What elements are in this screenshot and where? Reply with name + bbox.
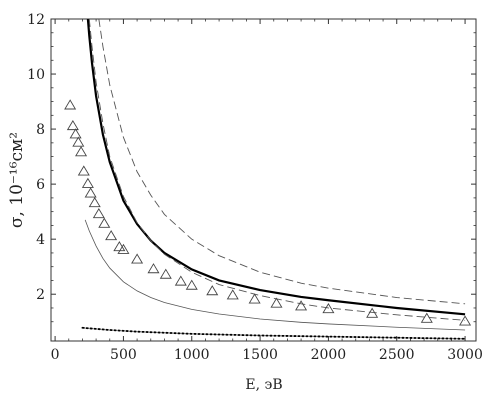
data-point-triangle (77, 165, 90, 176)
y-tick-label-2: 6 (36, 177, 45, 193)
data-point-triangle (131, 253, 144, 264)
y-tick-label-5: 12 (27, 12, 45, 28)
y-axis-title: σ, 10⁻¹⁶см² (7, 132, 27, 228)
data-point-triangle (69, 128, 82, 139)
y-tick-label-1: 4 (36, 232, 45, 248)
x-tick-label-1: 500 (110, 347, 137, 363)
data-point-triangle (92, 208, 105, 219)
data-point-triangle (159, 268, 172, 279)
data-point-triangle (64, 99, 77, 110)
data-point-triangle (147, 263, 160, 274)
data-point-triangle (248, 293, 261, 304)
series-line-dotted (81, 326, 466, 340)
y-tick-label-3: 8 (36, 122, 45, 138)
y-tick-label-0: 2 (36, 287, 45, 303)
data-point-triangle (226, 289, 239, 300)
data-point-triangle (322, 302, 335, 314)
data-point-triangle (75, 146, 88, 157)
x-axis-title: E, эВ (245, 377, 282, 393)
x-tick-label-4: 2000 (311, 347, 347, 363)
data-point-triangle (295, 300, 308, 311)
data-point-triangle (66, 119, 79, 131)
axis-ticks: 0 500 1000 1500 2000 2500 3000 2 4 6 8 10 12 (27, 12, 483, 363)
x-tick-label-6: 3000 (447, 347, 483, 363)
data-point-triangle (98, 217, 111, 228)
x-tick-label-5: 2500 (379, 347, 415, 363)
series-layer (81, 19, 466, 340)
plot-frame (50, 18, 477, 342)
data-point-triangle (105, 230, 118, 241)
series-line-dashed-upper (98, 19, 466, 305)
data-point-triangle (88, 197, 101, 208)
x-tick-label-2: 1000 (174, 347, 210, 363)
data-point-triangle (185, 279, 198, 290)
x-tick-label-3: 1500 (242, 347, 278, 363)
data-point-triangle (366, 307, 379, 318)
data-point-triangle (117, 243, 130, 254)
triangle-markers (64, 99, 472, 326)
series-line-solid-thin (84, 219, 466, 331)
series-line-solid-thick (86, 19, 466, 316)
data-point-triangle (206, 285, 219, 296)
data-point-triangle (72, 136, 85, 147)
data-point-triangle (174, 275, 187, 286)
series-line-dashed-lower (88, 19, 466, 321)
data-point-triangle (420, 312, 433, 323)
x-tick-label-0: 0 (51, 347, 60, 363)
data-point-triangle (459, 315, 472, 326)
data-point-triangle (113, 241, 126, 252)
data-point-triangle (81, 177, 94, 188)
data-point-triangle (270, 297, 283, 308)
data-point-triangle (84, 187, 97, 198)
y-tick-label-4: 10 (27, 67, 45, 83)
